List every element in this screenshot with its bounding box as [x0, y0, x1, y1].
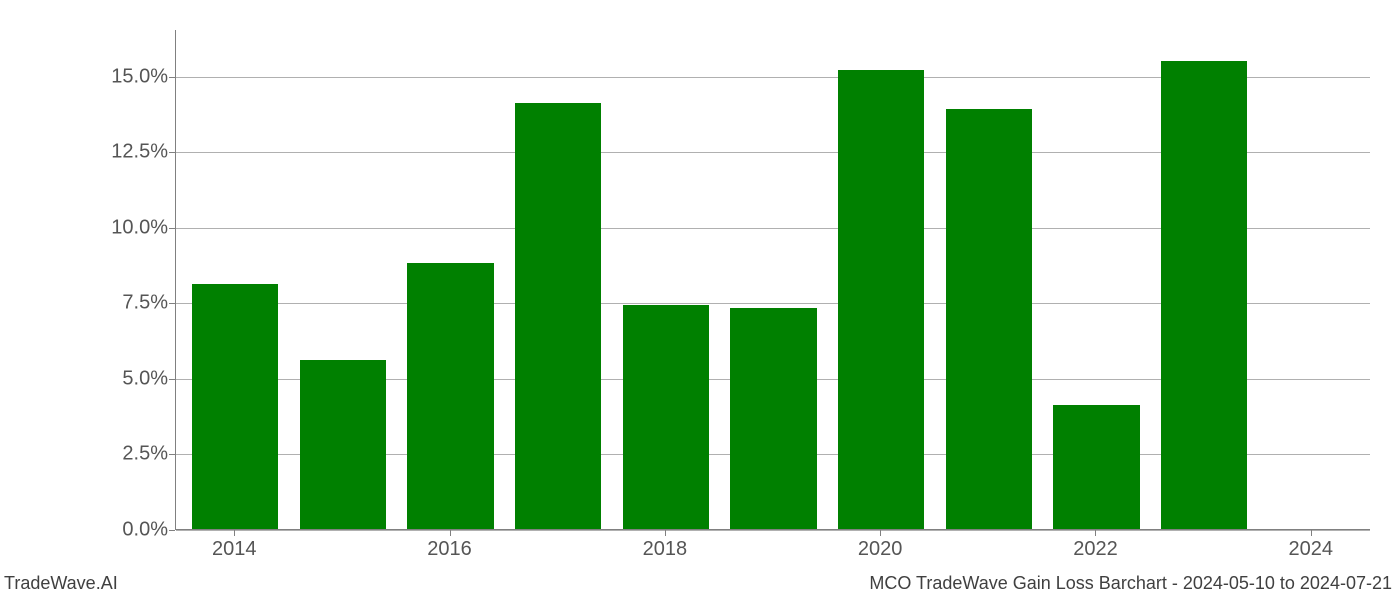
bar [1053, 405, 1139, 529]
ytick-mark [169, 379, 175, 380]
ytick-label: 0.0% [88, 519, 168, 542]
xtick-label: 2020 [858, 538, 903, 561]
xtick-mark [1311, 530, 1312, 536]
chart-frame [175, 30, 1370, 530]
xtick-label: 2016 [427, 538, 472, 561]
ytick-label: 5.0% [88, 367, 168, 390]
bar [515, 103, 601, 529]
bar [730, 308, 816, 529]
xtick-mark [880, 530, 881, 536]
ytick-label: 7.5% [88, 292, 168, 315]
ytick-mark [169, 530, 175, 531]
bar [407, 263, 493, 529]
bar [1161, 61, 1247, 529]
ytick-mark [169, 454, 175, 455]
footer-right-caption: MCO TradeWave Gain Loss Barchart - 2024-… [869, 573, 1392, 594]
xtick-mark [1095, 530, 1096, 536]
xtick-label: 2022 [1073, 538, 1118, 561]
ytick-mark [169, 303, 175, 304]
xtick-label: 2014 [212, 538, 257, 561]
bar [838, 70, 924, 529]
ytick-mark [169, 77, 175, 78]
footer-left-brand: TradeWave.AI [4, 573, 118, 594]
bar [623, 305, 709, 529]
ytick-mark [169, 152, 175, 153]
xtick-mark [234, 530, 235, 536]
ytick-label: 2.5% [88, 443, 168, 466]
ytick-label: 10.0% [88, 216, 168, 239]
ytick-label: 12.5% [88, 141, 168, 164]
xtick-label: 2018 [643, 538, 688, 561]
plot-area [176, 30, 1370, 529]
gridline [176, 530, 1370, 531]
bar [946, 109, 1032, 529]
bar [192, 284, 278, 529]
bar [300, 360, 386, 529]
ytick-label: 15.0% [88, 65, 168, 88]
xtick-label: 2024 [1289, 538, 1334, 561]
xtick-mark [665, 530, 666, 536]
xtick-mark [450, 530, 451, 536]
ytick-mark [169, 228, 175, 229]
